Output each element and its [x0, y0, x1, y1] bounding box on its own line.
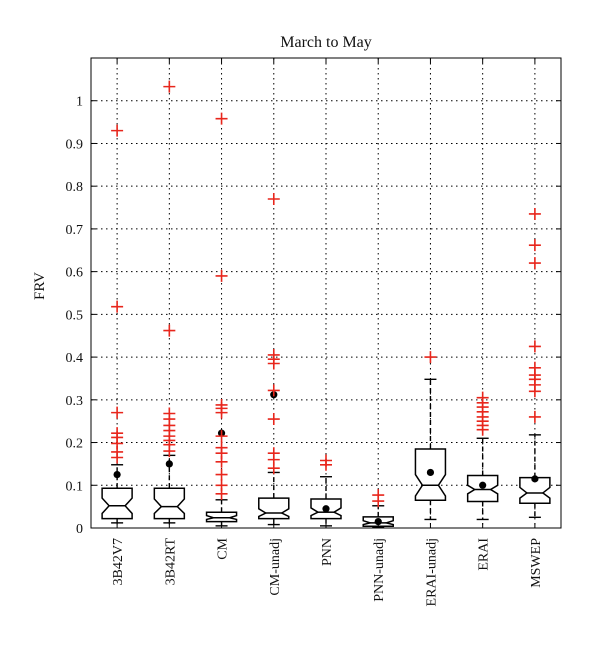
outlier-marker	[111, 124, 124, 137]
x-tick-label: 3B42RT	[163, 538, 178, 586]
box-body	[205, 511, 238, 523]
x-tick-label: 3B42V7	[111, 538, 126, 585]
y-tick-label: 0.7	[66, 223, 84, 238]
y-tick-label: 0.4	[66, 351, 84, 366]
outlier-marker	[528, 340, 541, 353]
boxes-group	[101, 80, 551, 528]
outlier-marker	[215, 479, 228, 492]
box-CM-unadj	[258, 193, 290, 526]
outlier-marker	[267, 348, 280, 361]
y-tick-label: 0.2	[66, 437, 84, 452]
outlier-marker	[163, 407, 176, 420]
y-tick-label: 0.9	[66, 137, 84, 152]
x-tick-label: MSWEP	[529, 538, 544, 588]
box-ERAI	[466, 391, 499, 521]
box-3B42V7	[101, 124, 133, 524]
box-body	[258, 497, 290, 520]
box-body	[153, 487, 186, 520]
outlier-marker	[163, 324, 176, 337]
x-axis-ticks: 3B42V7 3B42RT CM CM-unadj PNN PNN-unadj ERAI-u…	[111, 58, 544, 606]
x-tick-label: ERAI-unadj	[424, 538, 439, 606]
outlier-marker	[528, 239, 541, 252]
outlier-marker	[215, 398, 228, 411]
outlier-marker	[267, 413, 280, 426]
outlier-marker	[267, 384, 280, 397]
y-tick-label: 0.3	[66, 394, 84, 409]
outlier-marker	[111, 300, 124, 313]
y-tick-label: 0.5	[66, 308, 84, 323]
outlier-marker	[528, 361, 541, 374]
mean-marker	[531, 475, 539, 483]
mean-marker	[426, 468, 435, 477]
y-axis-ticks: 0 0.1 0.2 0.3 0.4 0.5 0.6 0.7 0.8 0.9 1	[66, 95, 561, 537]
box-3B42RT	[153, 80, 186, 524]
outlier-marker	[215, 269, 228, 282]
outlier-marker	[163, 80, 176, 93]
outlier-marker	[215, 468, 228, 481]
outlier-marker	[215, 112, 228, 125]
grid-lines	[91, 58, 561, 529]
outlier-marker	[215, 430, 228, 443]
outlier-marker	[267, 193, 280, 205]
outlier-marker	[267, 447, 280, 460]
box-body	[101, 487, 133, 520]
box-body	[519, 476, 551, 504]
outlier-marker	[528, 207, 541, 220]
box-ERAI-unadj	[414, 351, 447, 521]
chart-title: March to May	[280, 34, 372, 51]
outlier-marker	[372, 489, 385, 502]
y-tick-label: 0.1	[66, 479, 84, 494]
x-tick-label: CM-unadj	[268, 538, 283, 596]
y-tick-label: 0.8	[66, 180, 84, 195]
outlier-marker	[215, 441, 228, 454]
x-tick-label: ERAI	[477, 538, 492, 571]
box-CM	[205, 112, 238, 527]
x-tick-label: PNN-unadj	[372, 538, 387, 602]
box-MSWEP	[519, 207, 551, 519]
outlier-marker	[111, 427, 124, 440]
mean-marker	[479, 481, 487, 489]
mean-marker	[322, 505, 330, 513]
mean-marker	[374, 517, 382, 526]
x-tick-label: CM	[216, 537, 231, 559]
y-tick-label: 0	[76, 522, 83, 537]
outlier-marker	[424, 351, 437, 364]
y-tick-label: 0.6	[66, 266, 84, 281]
mean-marker	[165, 460, 173, 468]
outlier-marker	[528, 410, 541, 423]
mean-marker	[113, 470, 121, 479]
outlier-marker	[111, 406, 124, 419]
x-tick-label: PNN	[320, 538, 335, 566]
y-tick-label: 1	[76, 95, 83, 110]
outlier-marker	[320, 454, 332, 467]
outlier-marker	[528, 257, 541, 270]
y-axis-label: FRV	[32, 272, 48, 300]
box-PNN	[310, 454, 342, 527]
outlier-marker	[476, 391, 489, 404]
box-PNN-unadj	[362, 489, 394, 528]
